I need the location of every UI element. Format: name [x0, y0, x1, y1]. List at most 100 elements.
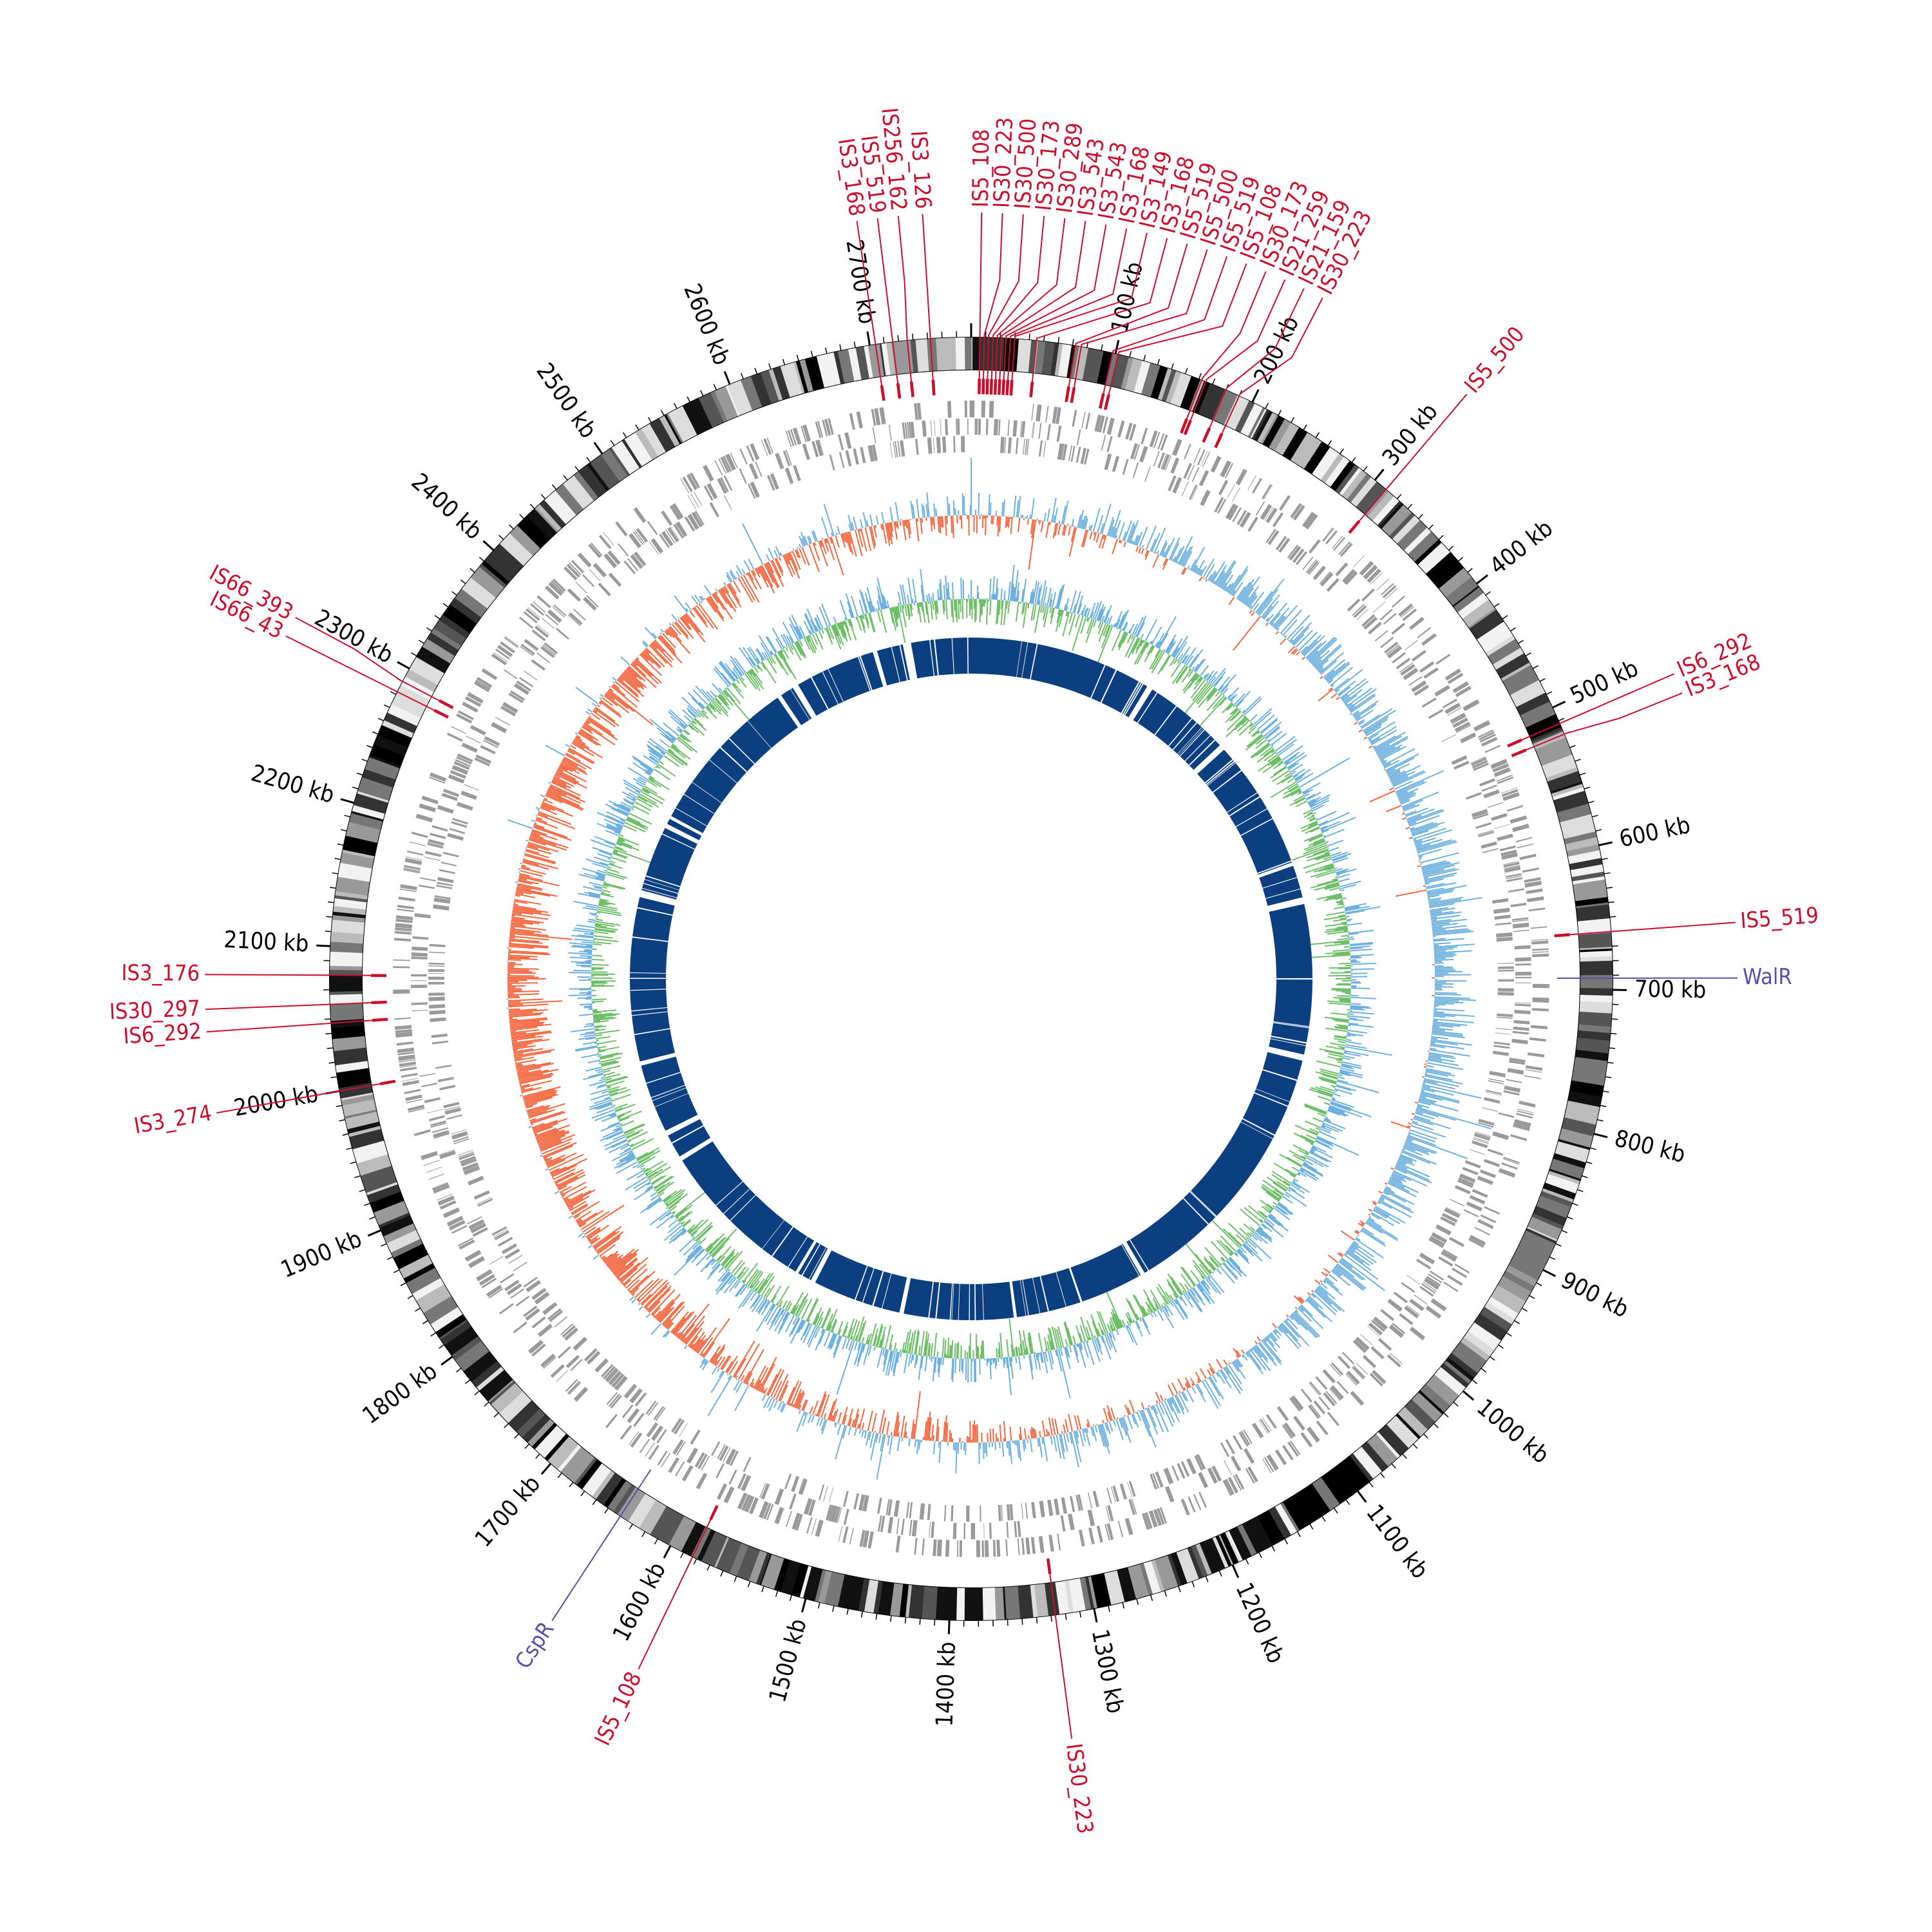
ideogram-band — [345, 1109, 377, 1119]
core-genome-gap — [746, 719, 773, 750]
ideogram-band — [936, 337, 949, 371]
gene-block — [495, 649, 511, 660]
minor-tick — [334, 858, 341, 860]
gene-block — [1245, 1468, 1255, 1484]
gene-block — [665, 529, 676, 544]
gene-block — [983, 1522, 985, 1539]
gene-block — [1068, 1513, 1075, 1531]
gene-block — [953, 436, 956, 453]
ideogram-band — [382, 720, 414, 738]
gene-block — [916, 402, 922, 420]
gene-block — [428, 976, 444, 980]
gene-block — [1513, 929, 1530, 933]
gene-block — [1127, 1482, 1133, 1498]
ideogram-band — [337, 862, 372, 882]
ideogram-band — [435, 1314, 466, 1338]
gene-block — [1532, 951, 1549, 953]
gene-block — [477, 1198, 493, 1207]
core-genome-gap — [902, 643, 911, 681]
gene-block — [397, 1051, 415, 1056]
ideogram-band — [881, 343, 891, 376]
gene-block — [1149, 430, 1158, 448]
gene-block — [628, 1431, 639, 1446]
gene-block — [1224, 462, 1234, 478]
ideogram-band — [1003, 338, 1019, 372]
gene-block — [627, 1408, 640, 1423]
ideogram-band — [346, 821, 381, 843]
gene-block — [838, 434, 844, 451]
gene-block — [1227, 484, 1235, 499]
gene-block — [1451, 715, 1466, 724]
gene-block — [1133, 444, 1141, 460]
gene-block — [1463, 1209, 1479, 1218]
minor-tick — [1453, 1401, 1459, 1407]
ideogram-band — [1571, 871, 1605, 882]
gene-block — [575, 582, 588, 594]
minor-tick — [1021, 1618, 1023, 1625]
ideogram-band — [846, 349, 855, 382]
gene-block — [1144, 466, 1151, 482]
gene-block — [629, 533, 642, 549]
core-genome-gap — [629, 989, 668, 991]
core-genome-gap — [800, 1242, 821, 1277]
ideogram-band — [401, 676, 434, 701]
gene-block — [486, 1285, 502, 1297]
gene-block — [1515, 1003, 1531, 1007]
gene-block — [489, 1256, 504, 1265]
ideogram-band — [816, 355, 830, 388]
gene-block — [513, 683, 529, 696]
gene-block — [1441, 734, 1456, 743]
minor-tick — [332, 872, 339, 875]
gene-block — [1444, 1208, 1461, 1218]
core-genome-gap — [1239, 1121, 1274, 1140]
gene-block — [1352, 1367, 1365, 1379]
ideogram-band — [1531, 1213, 1564, 1230]
ideogram-band — [330, 969, 363, 976]
gene-block — [460, 1158, 477, 1167]
gene-block — [441, 793, 458, 801]
minor-tick — [1577, 1189, 1584, 1193]
ideogram-band — [332, 1036, 366, 1052]
callout-leader-line — [1006, 228, 1128, 394]
gene-block — [936, 1539, 942, 1557]
gene-block — [610, 1395, 622, 1409]
gene-block — [542, 1302, 558, 1315]
gene-block — [404, 865, 421, 871]
gene-block — [910, 421, 915, 438]
gene-block — [419, 1073, 435, 1077]
gene-block — [739, 468, 747, 484]
ideogram-band — [1418, 1390, 1444, 1415]
ideogram-band — [1483, 632, 1513, 653]
ideogram-band — [1367, 1434, 1398, 1467]
gene-block — [1435, 1224, 1452, 1236]
ideogram-band — [1549, 1159, 1584, 1179]
ideogram-band — [741, 376, 762, 411]
gene-block — [398, 896, 415, 902]
ideogram-band — [814, 1569, 826, 1602]
gene-block — [447, 833, 464, 841]
gene-block — [420, 877, 436, 882]
gene-block — [536, 595, 551, 609]
ideogram-band — [1580, 956, 1613, 962]
gene-block — [1142, 1513, 1150, 1530]
gene-block — [936, 437, 942, 453]
ideogram-band — [1199, 1538, 1226, 1574]
ideogram-band — [858, 1578, 870, 1612]
gene-block — [880, 1515, 886, 1533]
gene-block — [506, 1283, 522, 1296]
gene-block — [901, 1519, 905, 1535]
ideogram-band — [1090, 1575, 1104, 1608]
core-genome-gap — [633, 1028, 672, 1035]
is-element-label: IS30_500 — [1010, 118, 1041, 210]
ideogram-band — [955, 337, 965, 370]
core-genome-gap — [1204, 758, 1235, 784]
ideogram-band — [1426, 552, 1459, 584]
gene-block — [1387, 1354, 1401, 1368]
gene-block — [1529, 1037, 1547, 1042]
ideogram-band — [681, 1522, 706, 1557]
gene-block — [826, 1504, 833, 1521]
gene-block — [799, 1478, 808, 1495]
ideogram-band — [578, 464, 607, 498]
gene-block — [661, 1452, 671, 1468]
ideogram-band — [1378, 1424, 1409, 1457]
